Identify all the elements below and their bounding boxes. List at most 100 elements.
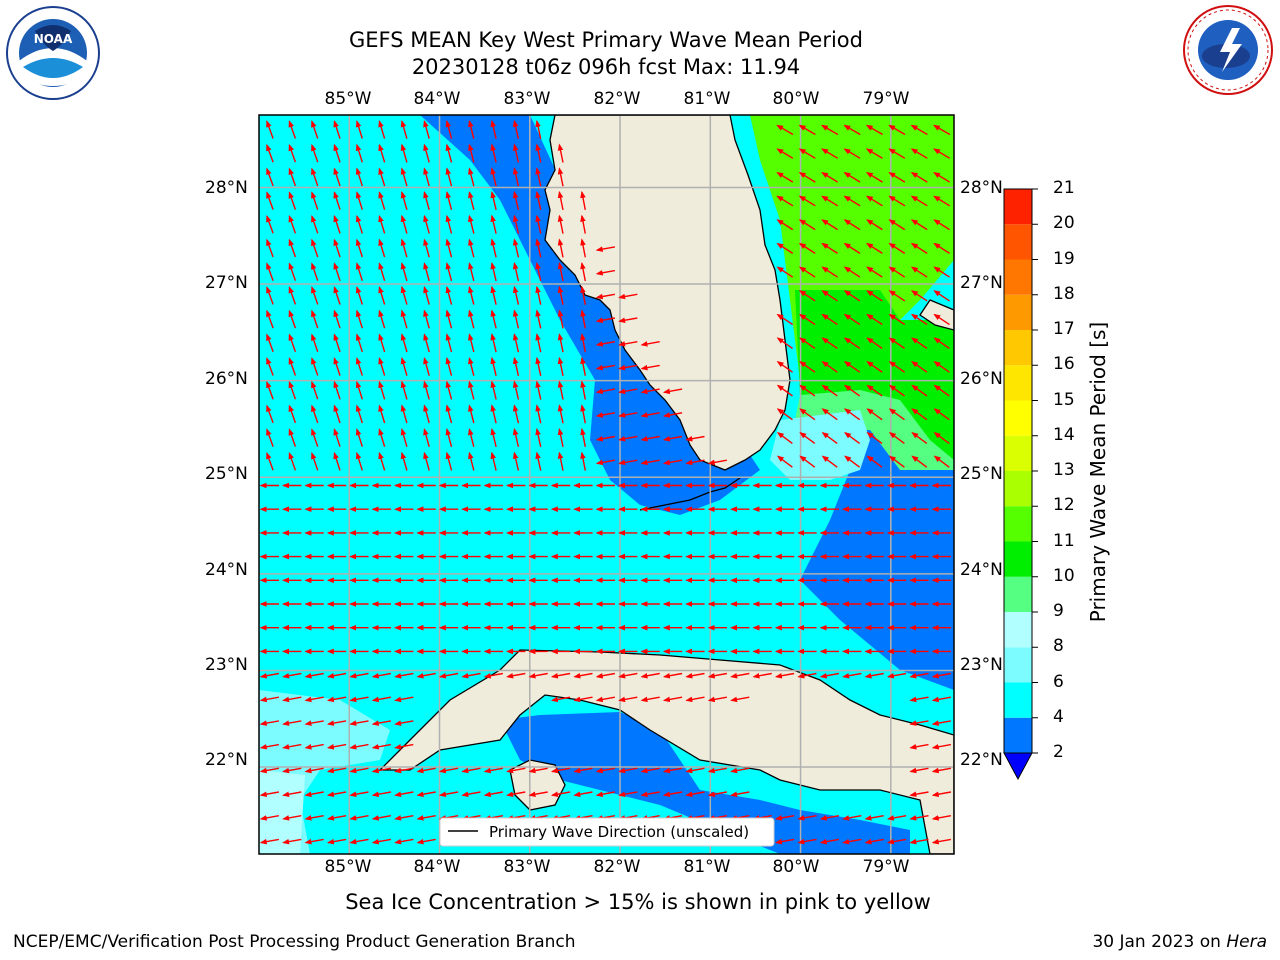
- wave-direction-arrow: [445, 380, 453, 400]
- wave-direction-arrow: [266, 380, 274, 400]
- wave-direction-arrow: [423, 167, 430, 187]
- footer-machine: Hera: [1226, 932, 1267, 952]
- wave-direction-arrow: [843, 171, 861, 183]
- wave-direction-arrow: [304, 743, 324, 750]
- wave-direction-arrow: [557, 143, 564, 163]
- wave-direction-arrow: [400, 380, 408, 400]
- wave-direction-arrow: [400, 167, 408, 187]
- colorbar-tick-label: 6: [1053, 671, 1064, 692]
- wave-direction-arrow: [311, 404, 319, 424]
- lat-label-left-27: 27°N: [205, 273, 248, 293]
- wave-direction-arrow: [595, 791, 616, 797]
- wave-direction-arrow: [821, 455, 838, 468]
- wave-direction-arrow: [933, 219, 950, 231]
- wave-direction-arrow: [333, 309, 341, 329]
- colorbar-under-extension: [1003, 752, 1033, 781]
- wave-direction-arrow: [662, 696, 683, 703]
- wave-direction-arrow: [557, 167, 564, 187]
- wave-direction-arrow: [259, 696, 280, 703]
- colorbar-bin-15-16: [1004, 365, 1032, 401]
- wave-direction-arrow: [355, 191, 363, 210]
- wave-direction-arrow: [535, 167, 542, 187]
- wave-direction-arrow: [378, 404, 386, 424]
- wave-direction-arrow: [821, 313, 838, 326]
- wave-direction-arrow: [512, 167, 520, 187]
- wave-direction-arrow: [557, 451, 564, 471]
- wave-direction-arrow: [640, 791, 660, 797]
- wave-direction-arrow: [910, 148, 928, 159]
- wave-direction-arrow: [662, 767, 683, 774]
- wave-direction-arrow: [468, 119, 475, 139]
- wave-direction-arrow: [326, 672, 347, 679]
- wave-direction-arrow: [423, 143, 430, 163]
- wave-direction-arrow: [580, 262, 586, 282]
- wave-direction-arrow: [933, 408, 950, 421]
- wave-direction-arrow: [799, 431, 816, 444]
- wave-direction-arrow: [259, 815, 280, 821]
- wave-direction-arrow: [423, 214, 430, 234]
- wave-direction-arrow: [595, 364, 616, 371]
- wave-direction-arrow: [535, 262, 542, 282]
- wave-direction-arrow: [888, 290, 906, 302]
- wave-direction-arrow: [618, 341, 638, 347]
- wave-direction-arrow: [304, 815, 324, 821]
- wave-direction-arrow: [423, 356, 430, 376]
- wave-direction-arrow: [640, 364, 660, 371]
- wave-direction-arrow: [843, 219, 861, 231]
- wave-direction-arrow: [259, 838, 280, 845]
- wave-direction-arrow: [866, 337, 883, 349]
- colorbar-tick-label: 12: [1053, 495, 1075, 516]
- wave-direction-arrow: [707, 791, 728, 797]
- wave-direction-arrow: [865, 148, 883, 159]
- wave-direction-arrow: [266, 286, 274, 305]
- wave-direction-arrow: [550, 767, 571, 774]
- wave-direction-arrow: [573, 672, 593, 679]
- wave-direction-arrow: [821, 195, 839, 207]
- wave-direction-arrow: [821, 360, 838, 373]
- wave-direction-arrow: [266, 238, 274, 258]
- wave-direction-arrow: [461, 672, 481, 679]
- wave-direction-arrow: [685, 459, 705, 466]
- wave-direction-arrow: [776, 219, 794, 231]
- wave-direction-arrow: [288, 120, 297, 139]
- wave-direction-arrow: [490, 427, 497, 448]
- wave-direction-arrow: [865, 124, 883, 136]
- wave-direction-arrow: [842, 838, 862, 845]
- lat-label-right-28: 28°N: [960, 178, 1003, 198]
- noaa-logo: NOAA: [6, 6, 100, 100]
- wave-direction-arrow: [326, 743, 347, 750]
- wave-direction-arrow: [842, 672, 862, 679]
- wave-direction-arrow: [311, 238, 319, 258]
- wave-direction-arrow: [468, 428, 475, 447]
- wave-direction-arrow: [685, 791, 705, 797]
- wave-direction-arrow: [288, 333, 297, 353]
- wave-direction-arrow: [512, 427, 520, 448]
- wave-direction-arrow: [774, 815, 795, 821]
- wave-direction-arrow: [445, 285, 453, 305]
- lon-label-top-85: 85°W: [324, 89, 372, 109]
- wave-direction-arrow: [595, 672, 616, 679]
- wave-direction-arrow: [490, 333, 497, 353]
- wave-direction-arrow: [394, 720, 414, 726]
- wave-direction-arrow: [259, 672, 280, 679]
- wave-direction-arrow: [662, 412, 683, 418]
- wave-direction-arrow: [573, 767, 593, 774]
- wave-direction-arrow: [311, 120, 319, 139]
- wave-direction-arrow: [931, 838, 952, 845]
- wave-direction-arrow: [933, 360, 950, 373]
- wave-direction-arrow: [311, 357, 319, 376]
- wave-direction-arrow: [326, 696, 347, 703]
- wave-direction-arrow: [266, 143, 274, 163]
- wave-direction-arrow: [707, 459, 728, 466]
- wave-direction-arrow: [910, 290, 928, 302]
- wave-direction-arrow: [910, 242, 928, 254]
- wave-direction-arrow: [333, 333, 341, 353]
- wave-direction-arrow: [931, 672, 952, 679]
- wave-direction-arrow: [355, 357, 363, 376]
- wave-direction-arrow: [355, 451, 363, 471]
- colorbar-bin-16-17: [1004, 330, 1032, 366]
- wave-direction-arrow: [468, 214, 475, 234]
- lat-label-left-26: 26°N: [205, 369, 248, 389]
- wave-direction-arrow: [490, 451, 497, 471]
- wave-direction-arrow: [866, 290, 883, 302]
